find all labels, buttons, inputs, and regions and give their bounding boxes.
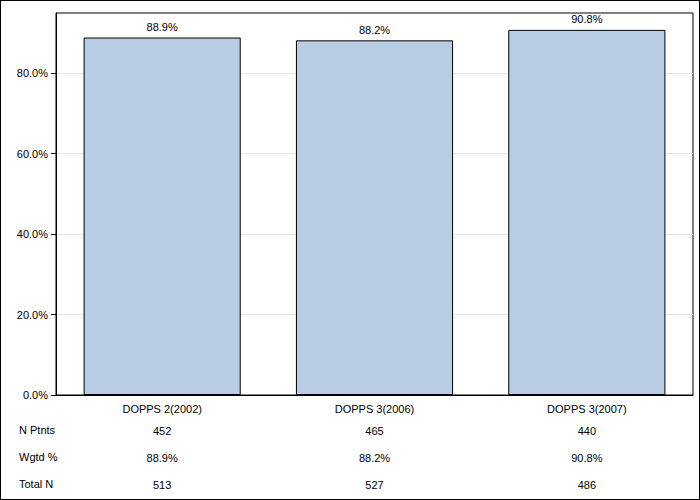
svg-text:DOPPS 3(2007): DOPPS 3(2007) [547,403,626,415]
svg-text:60.0%: 60.0% [17,148,48,160]
svg-text:Wgtd %: Wgtd % [19,451,58,463]
svg-text:88.9%: 88.9% [147,452,178,464]
svg-text:88.2%: 88.2% [359,24,390,36]
svg-text:486: 486 [578,479,596,491]
svg-text:440: 440 [578,425,596,437]
svg-text:90.8%: 90.8% [571,452,602,464]
svg-text:N Ptnts: N Ptnts [19,424,56,436]
svg-text:452: 452 [153,425,171,437]
svg-text:40.0%: 40.0% [17,228,48,240]
svg-text:DOPPS 2(2002): DOPPS 2(2002) [122,403,201,415]
svg-text:Total N: Total N [19,478,53,490]
svg-text:465: 465 [365,425,383,437]
svg-text:88.2%: 88.2% [359,452,390,464]
svg-text:90.8%: 90.8% [571,13,602,25]
svg-text:0.0%: 0.0% [23,389,48,401]
svg-text:20.0%: 20.0% [17,309,48,321]
svg-text:88.9%: 88.9% [147,21,178,33]
svg-text:80.0%: 80.0% [17,67,48,79]
svg-text:527: 527 [365,479,383,491]
svg-text:513: 513 [153,479,171,491]
svg-text:DOPPS 3(2006): DOPPS 3(2006) [335,403,414,415]
